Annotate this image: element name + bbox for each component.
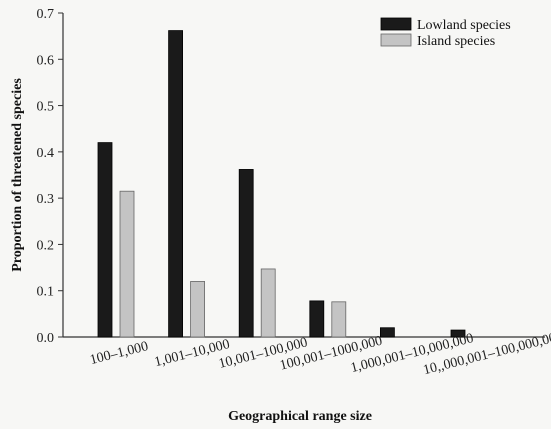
bar-island <box>331 301 347 338</box>
bar-lowland <box>168 30 184 338</box>
bar-island <box>260 268 276 338</box>
x-tick-label: 100–1,000 <box>88 339 149 368</box>
bar-lowland <box>97 142 113 338</box>
y-tick-label: 0.2 <box>37 238 55 253</box>
y-tick-labels: 0.0 0.1 0.2 0.3 0.4 0.5 0.6 0.7 <box>37 7 63 346</box>
y-tick-label: 0.1 <box>37 285 55 300</box>
bar-island <box>190 281 206 338</box>
bar-lowland <box>450 329 466 338</box>
legend-label-lowland: Lowland species <box>417 18 511 33</box>
axes <box>62 13 545 338</box>
bar-lowland <box>238 169 254 338</box>
y-axis-title: Proportion of threatened species <box>10 78 25 272</box>
legend: Lowland species Island species <box>380 17 511 49</box>
bar-island <box>119 190 135 338</box>
bars <box>97 30 466 338</box>
legend-swatch-island <box>380 33 412 47</box>
legend-label-island: Island species <box>417 34 495 49</box>
legend-swatch-lowland <box>380 17 412 31</box>
y-tick-label: 0.6 <box>37 53 55 68</box>
x-axis-title: Geographical range size <box>228 409 372 424</box>
y-tick-label: 0.4 <box>37 146 55 161</box>
bar-lowland <box>309 300 325 338</box>
bar-lowland <box>379 327 395 338</box>
y-tick-label: 0.7 <box>37 7 55 22</box>
y-tick-label: 0.3 <box>37 192 55 207</box>
y-tick-label: 0.0 <box>37 331 55 346</box>
y-tick-label: 0.5 <box>37 100 55 115</box>
